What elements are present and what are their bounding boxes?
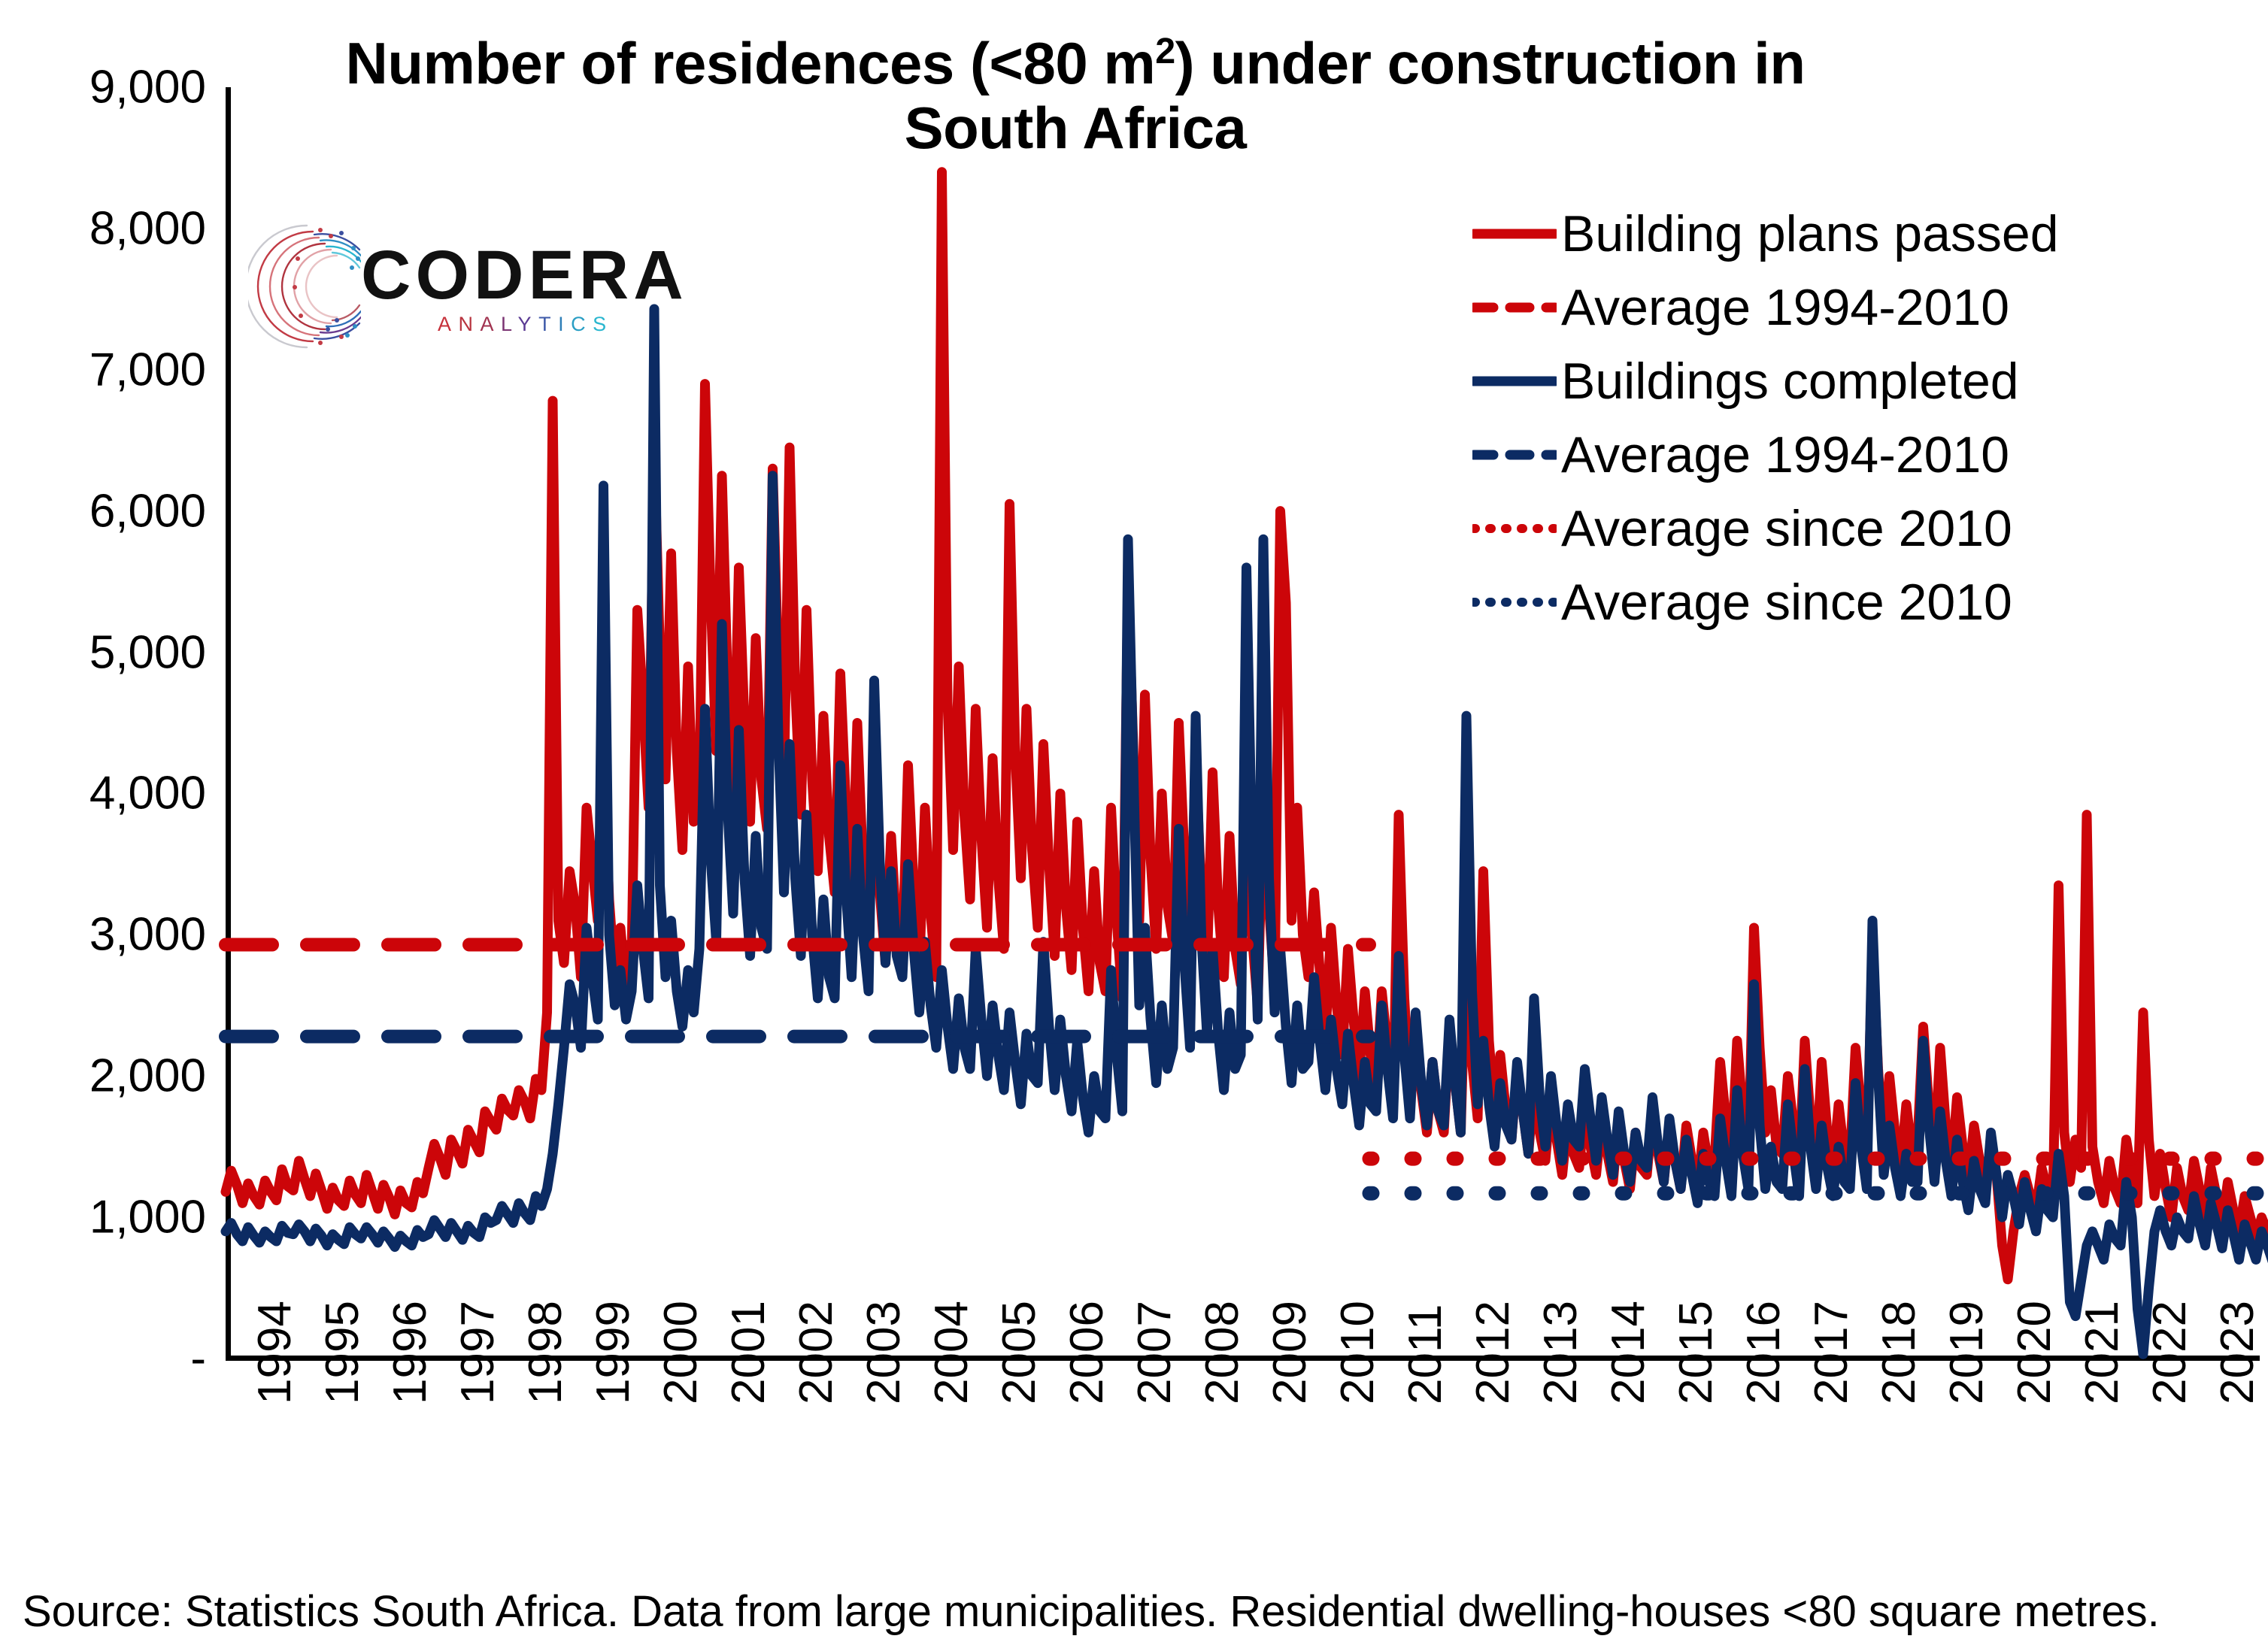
- codera-tagline-letter: A: [438, 313, 459, 335]
- codera-tagline-letter: C: [571, 313, 593, 335]
- chart-title: Number of residences (<80 m2) under cons…: [323, 30, 1827, 161]
- chart-title-part2: ) under construction in South Africa: [904, 30, 1806, 161]
- codera-tagline-letter: Y: [517, 313, 539, 335]
- legend-item[interactable]: Building plans passed: [1472, 197, 2254, 271]
- legend-item[interactable]: Average since 2010: [1472, 565, 2254, 639]
- legend-key-solid-icon: [1472, 221, 1557, 247]
- y-axis-tick-label: -: [190, 1332, 206, 1385]
- legend-item-label: Building plans passed: [1561, 205, 2059, 262]
- legend-item[interactable]: Average 1994-2010: [1472, 418, 2254, 492]
- y-axis-tick-label: 5,000: [89, 626, 206, 679]
- x-axis-tick-label: 2021: [2076, 1301, 2128, 1404]
- codera-tagline: ANALYTICS: [438, 314, 614, 335]
- codera-tagline-letter: N: [458, 313, 481, 335]
- x-axis-tick-label: 2017: [1806, 1301, 1857, 1404]
- x-axis-tick-label: 2008: [1196, 1301, 1248, 1404]
- legend-key-dotted-icon: [1472, 589, 1557, 615]
- series-canvas: [219, 167, 2268, 1359]
- x-axis-tick-label: 1997: [452, 1301, 504, 1404]
- x-axis-tick-label: 2014: [1602, 1301, 1654, 1404]
- x-axis-tick-label: 2003: [858, 1301, 910, 1404]
- chart-legend: Building plans passed Average 1994-2010 Bu…: [1472, 197, 2254, 639]
- y-axis-tick-label: 6,000: [89, 485, 206, 538]
- legend-key-dashed-icon: [1472, 295, 1557, 320]
- x-axis-tick-label: 2006: [1061, 1301, 1113, 1404]
- series-line-buildings-completed: [220, 304, 2268, 1359]
- x-axis-tick-label: 2001: [723, 1301, 775, 1404]
- x-axis-tick-label: 2015: [1670, 1301, 1722, 1404]
- x-axis-tick-label: 2005: [993, 1301, 1045, 1404]
- x-axis-tick-label: 2018: [1873, 1301, 1925, 1404]
- legend-item-label: Average 1994-2010: [1561, 426, 2010, 483]
- x-axis-tick-label: 2002: [790, 1301, 842, 1404]
- x-axis-tick-label: 2010: [1332, 1301, 1384, 1404]
- x-axis-tick-label: 2016: [1738, 1301, 1790, 1404]
- legend-item-label: Average since 2010: [1561, 574, 2012, 631]
- codera-tagline-letter: T: [538, 313, 559, 335]
- x-axis-tick-label: 1996: [384, 1301, 436, 1404]
- legend-item-label: Buildings completed: [1561, 353, 2019, 410]
- y-axis-tick-label: 8,000: [89, 202, 206, 255]
- legend-key-dotted-icon: [1472, 516, 1557, 541]
- codera-tagline-letter: L: [501, 313, 518, 335]
- y-axis-line: [226, 87, 231, 1361]
- x-axis-tick-label: 2019: [1941, 1301, 1993, 1404]
- chart-title-superscript: 2: [1155, 31, 1175, 71]
- y-axis-tick-label: 9,000: [89, 61, 206, 114]
- x-axis-tick-label: 2004: [926, 1301, 978, 1404]
- x-axis-tick-label: 2013: [1535, 1301, 1587, 1404]
- chart-title-part1: Number of residences (<80 m: [345, 30, 1156, 96]
- codera-logo: CODERA ANALYTICS: [248, 204, 684, 370]
- source-note: Source: Statistics South Africa. Data fr…: [23, 1587, 2160, 1636]
- codera-tagline-letter: A: [480, 313, 502, 335]
- y-axis-tick-label: 2,000: [89, 1050, 206, 1102]
- x-axis-tick-label: 2000: [655, 1301, 707, 1404]
- legend-item[interactable]: Average since 2010: [1472, 492, 2254, 565]
- y-axis-tick-label: 3,000: [89, 908, 206, 961]
- legend-item[interactable]: Buildings completed: [1472, 344, 2254, 418]
- y-axis-tick-label: 1,000: [89, 1191, 206, 1244]
- legend-item[interactable]: Average 1994-2010: [1472, 271, 2254, 344]
- x-axis-tick-label: 1994: [249, 1301, 301, 1404]
- legend-key-dashed-icon: [1472, 442, 1557, 468]
- x-axis-tick-label: 1999: [587, 1301, 639, 1404]
- x-axis-tick-label: 2023: [2212, 1301, 2263, 1404]
- legend-item-label: Average 1994-2010: [1561, 279, 2010, 336]
- codera-tagline-letter: S: [593, 313, 614, 335]
- codera-arc-icon: [248, 224, 361, 349]
- x-axis-line: [226, 1356, 2260, 1361]
- x-axis-tick-label: 1998: [520, 1301, 572, 1404]
- x-axis-tick-label: 2012: [1467, 1301, 1519, 1404]
- plot-area: [219, 87, 2268, 1359]
- x-axis-tick-label: 2011: [1399, 1304, 1451, 1404]
- x-axis-tick-label: 1995: [317, 1301, 368, 1404]
- x-axis-tick-label: 2009: [1264, 1301, 1316, 1404]
- x-axis-tick-label: 2020: [2009, 1301, 2060, 1404]
- x-axis-tick-label: 2007: [1129, 1301, 1181, 1404]
- x-axis-tick-label: 2022: [2144, 1301, 2196, 1404]
- codera-wordmark: CODERA: [361, 237, 688, 314]
- legend-item-label: Average since 2010: [1561, 500, 2012, 557]
- legend-key-solid-icon: [1472, 368, 1557, 394]
- y-axis-tick-label: 4,000: [89, 767, 206, 819]
- y-axis-tick-label: 7,000: [89, 344, 206, 396]
- codera-tagline-letter: I: [558, 313, 572, 335]
